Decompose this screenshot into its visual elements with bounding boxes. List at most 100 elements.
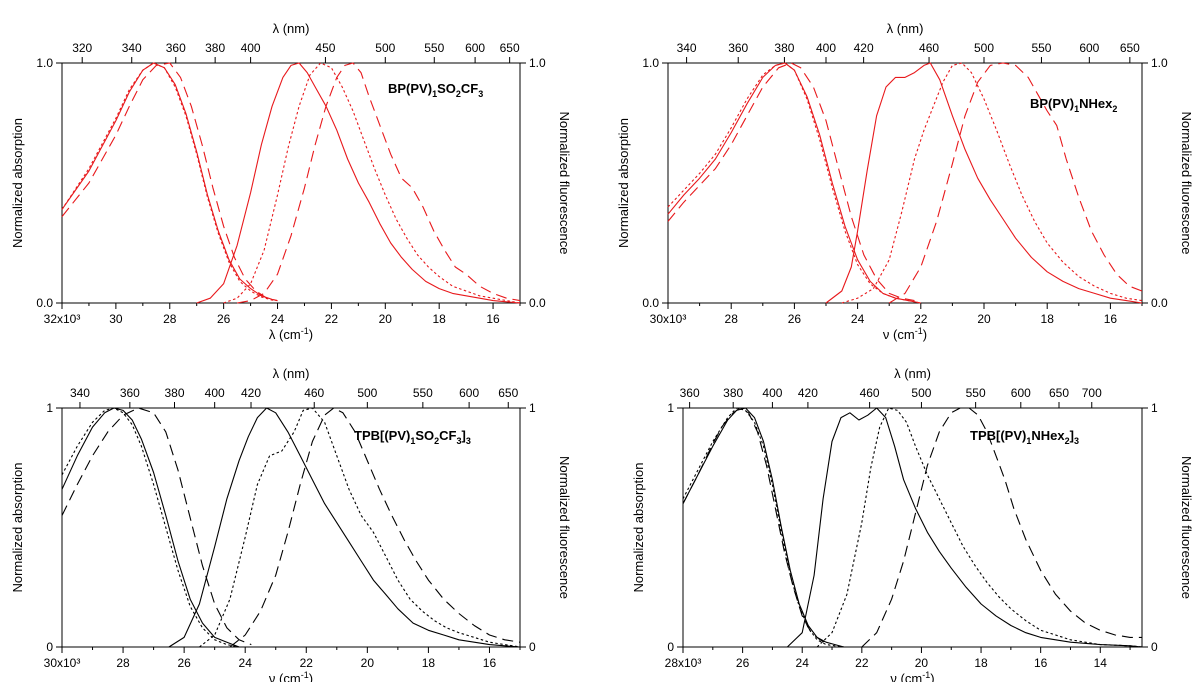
y-axis-label-left: Normalized absorption [10,118,25,248]
y-tick-label-right: 1 [1151,401,1158,415]
y-tick-label-right: 1.0 [529,56,546,70]
series-line-2 [61,407,240,648]
chart-title-subscript: 2 [456,89,461,99]
x-axis-label-sup: -1 [301,670,309,680]
plot-frame [667,62,1143,304]
top-tick-label: 700 [1082,386,1102,400]
x-tick-label: 18 [974,656,988,670]
top-tick-label: 340 [122,41,142,55]
x-axis-label-tail: ) [309,327,313,342]
plot-frame [61,407,521,648]
y-tick-label-right: 1.0 [1151,56,1168,70]
chart-title: BP(PV)1​SO2​CF3​ [388,81,483,99]
x-tick-label: 24 [796,656,810,670]
top-tick-label: 360 [680,386,700,400]
series-line-3 [667,62,915,302]
top-tick-label: 360 [166,41,186,55]
top-tick-label: 650 [1120,41,1140,55]
chart-title-subscript: 3 [478,89,483,99]
x-tick-label: 18 [422,656,436,670]
y-tick-label-right: 0.0 [529,296,546,310]
top-tick-label: 380 [164,386,184,400]
top-tick-label: 500 [375,41,395,55]
chart-title-part: ] [462,428,466,443]
y-tick-label-left: 1 [46,401,53,415]
top-axis-label: λ (nm) [887,21,924,36]
y-axis-label-right: Normalized fluorescence [1179,456,1194,599]
top-tick-label: 460 [919,41,939,55]
top-tick-label: 650 [500,41,520,55]
x-axis-label-tail: ) [309,671,313,682]
x-tick-label: 20 [977,312,991,326]
x-tick-label: 28 [163,312,177,326]
series-line-4 [825,62,1143,304]
y-tick-label-left: 0 [667,640,674,654]
y-tick-label-right: 0 [529,640,536,654]
series-line-1 [667,62,921,304]
x-tick-label: 30 [109,312,123,326]
y-tick-label-left: 1.0 [642,56,659,70]
top-tick-label: 650 [1049,386,1069,400]
y-axis-label-right: Normalized fluorescence [1179,111,1194,254]
y-tick-label-right: 0.0 [1151,296,1168,310]
x-axis-label-main: ν (cm [269,671,301,682]
chart-title-part: CF [439,428,456,443]
x-tick-label: 24 [271,312,285,326]
top-tick-label: 340 [677,41,697,55]
series-line-1 [61,407,240,648]
y-axis-label-left: Normalized absorption [10,462,25,592]
plot-frame [61,62,521,304]
top-tick-label: 360 [120,386,140,400]
top-tick-label: 340 [70,386,90,400]
chart-panel-1: 32x10³ 30 28 26 24 22 20 18 16 320 340 360 380 400 450… [10,21,572,342]
chart-title-subscript: 2 [1065,436,1070,446]
chart-title-part: NHex [1031,428,1065,443]
series-line-4 [786,407,1143,648]
series-line-2 [682,407,844,648]
top-tick-label: 550 [424,41,444,55]
series-line-5 [199,407,521,648]
x-tick-label: 26 [788,312,802,326]
top-tick-label: 600 [1079,41,1099,55]
chart-title-subscript: 1 [1074,104,1079,114]
series-line-5 [816,407,1143,648]
chart-title: BP(PV)1​NHex2​ [1030,96,1117,114]
x-tick-label: 18 [432,312,446,326]
y-tick-label-left: 0.0 [36,296,53,310]
top-tick-label: 420 [798,386,818,400]
series-line-5 [841,62,1143,304]
series-line-6 [888,62,1143,304]
x-axis-label-tail: ) [923,327,927,342]
chart-title-part: CF [461,81,478,96]
chart-title-part: NHex [1079,96,1113,111]
x-tick-label: 16 [486,312,500,326]
y-tick-label-left: 0.0 [642,296,659,310]
x-tick-label: 22 [325,312,339,326]
top-tick-label: 600 [465,41,485,55]
chart-title-subscript: 1 [410,436,415,446]
top-axis-label: λ (nm) [273,366,310,381]
x-axis-label-sup: -1 [922,670,930,680]
chart-title-part: SO [437,81,456,96]
x-tick-label: 26 [736,656,750,670]
x-tick-label: 20 [915,656,929,670]
x-axis-label-tail: ) [930,671,934,682]
x-axis-label: ν (cm-1) [890,670,934,682]
chart-title-part: BP(PV) [1030,96,1074,111]
top-tick-label: 650 [498,386,518,400]
x-tick-label: 22 [300,656,314,670]
y-tick-label-left: 0 [46,640,53,654]
series-line-3 [61,407,252,646]
x-tick-label: 28x10³ [665,656,702,670]
x-tick-label: 26 [217,312,231,326]
x-tick-label: 32x10³ [44,312,81,326]
series-line-6 [229,407,521,648]
chart-panel-2: 30x10³ 28 26 24 22 20 18 16 340 360 380 400 420 460 50… [616,21,1194,342]
series-line-4 [196,62,521,304]
y-axis-label-left: Normalized absorption [616,118,631,248]
chart-title-subscript: 1 [432,89,437,99]
chart-title-part: SO [415,428,434,443]
